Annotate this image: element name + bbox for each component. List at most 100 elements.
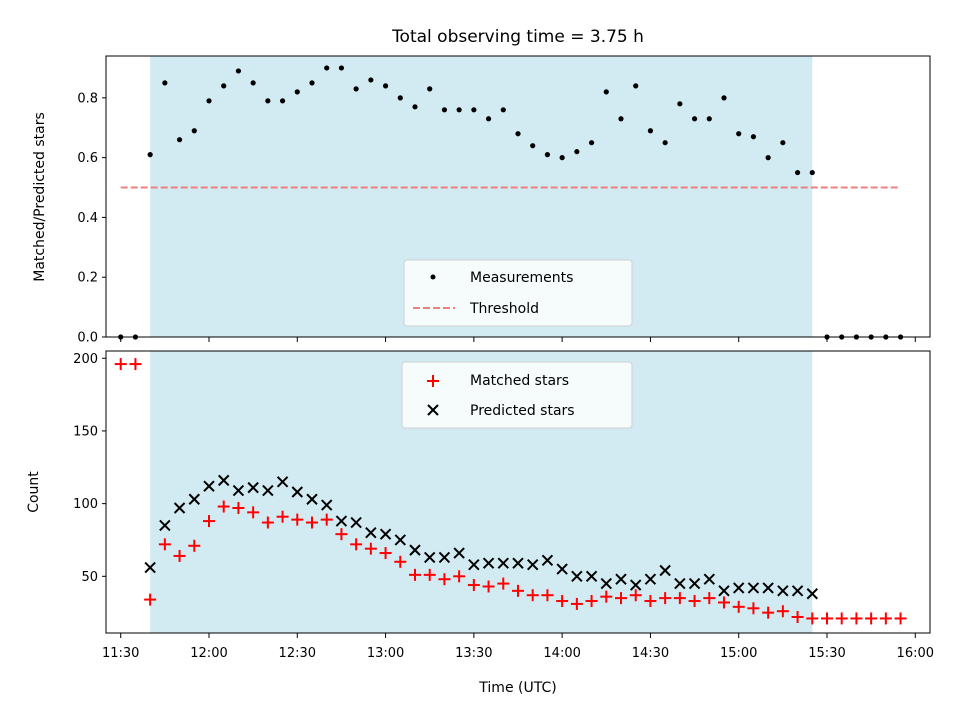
matched-stars-point: [585, 595, 598, 608]
predicted-stars-point: [527, 558, 539, 571]
measurement-point: [191, 128, 197, 134]
predicted-stars-point: [762, 582, 774, 594]
measurement-point: [368, 77, 374, 83]
matched-stars-point: [261, 516, 274, 529]
measurement-point: [235, 68, 242, 74]
predicted-stars-point: [365, 526, 377, 539]
measurement-point: [559, 155, 565, 161]
measurement-point: [662, 140, 668, 146]
axes-frame: [105, 350, 931, 634]
predicted-stars-point: [306, 493, 318, 505]
measurement-point: [309, 80, 315, 86]
measurement-point: [279, 98, 286, 104]
matched-stars-point: [453, 570, 466, 583]
matched-stars-point: [144, 593, 157, 606]
matched-stars-point: [306, 516, 318, 529]
matched-stars-point: [291, 513, 304, 526]
matched-stars-point: [879, 612, 892, 625]
matched-stars-point: [350, 538, 363, 551]
measurement-point: [515, 131, 521, 137]
measurement-point: [794, 169, 801, 176]
chart-title: Total observing time = 3.75 h: [391, 27, 644, 47]
legend-predicted-marker: [427, 404, 439, 416]
matched-stars-point: [526, 589, 539, 602]
measurement-point: [412, 104, 418, 110]
measurement-point: [397, 95, 403, 101]
predicted-stars-point: [806, 588, 818, 600]
matched-stars-point: [835, 612, 848, 625]
predicted-stars-point: [747, 582, 760, 594]
measurement-point: [809, 169, 815, 176]
measurement-point: [618, 116, 624, 122]
measurement-point: [221, 83, 227, 89]
x-tick-label: 16:00: [897, 646, 934, 661]
measurement-point: [206, 98, 212, 104]
measurement-point: [574, 149, 580, 155]
predicted-stars-point: [350, 516, 362, 529]
predicted-stars-point: [497, 557, 509, 569]
predicted-stars-point: [262, 484, 274, 497]
measurement-point: [706, 116, 712, 122]
matched-stars-point: [615, 592, 627, 605]
predicted-stars-point: [438, 551, 451, 564]
predicted-stars-point: [615, 573, 627, 585]
y-tick-label: 200: [73, 352, 98, 367]
matched-stars-point: [467, 579, 480, 592]
top-legend: Measurements Threshold: [403, 259, 633, 327]
matched-stars-point: [673, 592, 686, 605]
predicted-stars-point: [718, 585, 730, 597]
matched-stars-point: [482, 580, 495, 593]
matched-stars-point: [438, 573, 451, 586]
measurement-point: [603, 89, 609, 95]
measurement-point: [427, 86, 433, 92]
predicted-stars-point: [688, 577, 701, 590]
measurement-point: [265, 98, 271, 104]
predicted-stars-point: [379, 528, 392, 540]
matched-stars-point: [409, 568, 421, 581]
predicted-stars-point: [468, 558, 480, 571]
predicted-stars-point: [291, 486, 303, 498]
matched-stars-point: [423, 568, 436, 581]
y-tick-label: 0.6: [77, 151, 98, 166]
measurement-point: [162, 80, 168, 86]
top-y-axis-label: Matched/Predicted stars: [32, 112, 48, 282]
matched-stars-point: [762, 606, 775, 619]
predicted-stars-point: [482, 557, 495, 569]
matched-stars-point: [821, 612, 833, 625]
predicted-stars-point: [453, 547, 465, 559]
matched-stars-point: [497, 577, 510, 590]
measurement-point: [294, 89, 300, 95]
predicted-stars-point: [232, 484, 245, 497]
predicted-stars-point: [247, 481, 259, 494]
legend-threshold: Threshold: [469, 301, 539, 317]
matched-stars-point: [732, 600, 745, 613]
predicted-stars-point: [173, 502, 186, 514]
y-tick-label: 0.2: [77, 271, 98, 286]
predicted-stars-point: [512, 557, 524, 569]
matched-stars-point: [791, 611, 804, 624]
legend-matched-stars: Matched stars: [470, 373, 569, 389]
matched-stars-point: [865, 612, 878, 625]
matched-stars-point: [600, 590, 613, 603]
matched-stars-point: [188, 539, 201, 552]
matched-stars-point: [718, 596, 730, 609]
matched-stars-point: [232, 501, 245, 514]
measurement-point: [456, 107, 462, 113]
legend-predicted-stars: Predicted stars: [470, 403, 575, 419]
predicted-stars-point: [571, 570, 583, 583]
matched-stars-point: [217, 500, 230, 513]
y-tick-label: 0.0: [77, 331, 98, 346]
x-tick-label: 13:00: [367, 646, 404, 661]
measurement-point: [750, 134, 757, 140]
matched-stars-point: [247, 506, 260, 519]
matched-stars-point: [394, 555, 407, 568]
predicted-stars-point: [394, 534, 406, 546]
predicted-stars-point: [188, 493, 200, 505]
measurement-point: [647, 128, 654, 134]
matched-stars-point: [541, 589, 554, 602]
x-tick-label: 13:30: [455, 646, 492, 661]
predicted-stars-point: [335, 515, 348, 527]
predicted-stars-point: [556, 563, 568, 575]
predicted-stars-point: [791, 585, 804, 597]
predicted-stars-point: [644, 573, 657, 585]
